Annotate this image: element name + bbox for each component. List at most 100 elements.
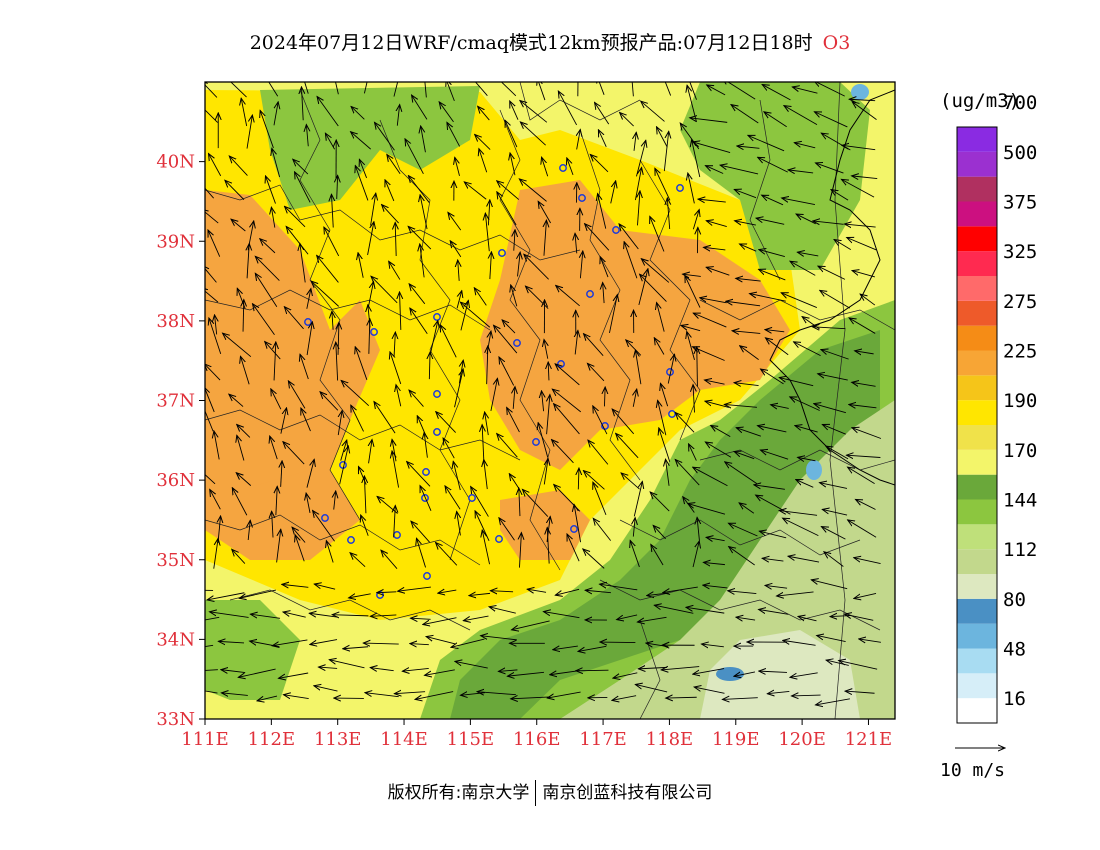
wind-vector <box>617 614 638 620</box>
wind-vector <box>451 638 485 647</box>
wind-vector <box>609 295 617 334</box>
wind-vector <box>395 222 396 257</box>
city-marker <box>347 536 355 544</box>
city-marker <box>586 290 594 298</box>
wind-vector <box>265 176 276 204</box>
wind-vector <box>230 82 247 98</box>
wind-vector <box>597 82 605 95</box>
wind-vector <box>849 405 877 408</box>
wind-vector <box>295 172 311 203</box>
lon-tick-label: 111E <box>181 729 229 750</box>
wind-vector <box>455 661 488 669</box>
lon-tick-label: 117E <box>579 729 627 750</box>
wind-vector <box>762 85 791 101</box>
wind-vector <box>301 87 303 121</box>
footer-separator <box>535 780 537 806</box>
lon-tick-label: 120E <box>778 729 826 750</box>
colorbar-segment <box>957 549 997 574</box>
o3-zone-80 <box>700 630 860 719</box>
wind-vector <box>762 558 784 561</box>
wind-vector <box>633 518 635 537</box>
wind-vector <box>484 460 487 490</box>
wind-vector <box>655 168 671 201</box>
wind-vector <box>841 179 875 198</box>
wind-vector <box>205 669 218 671</box>
wind-vector <box>790 672 818 677</box>
wind-vector <box>456 291 462 309</box>
city-markers <box>304 164 684 599</box>
wind-vector <box>661 667 700 670</box>
wind-vector <box>542 157 549 177</box>
wind-vector <box>600 642 636 643</box>
wind-vector <box>518 252 521 277</box>
wind-vector <box>247 244 249 279</box>
wind-vector <box>788 170 814 173</box>
wind-vector <box>544 340 548 359</box>
wind-vector-field <box>205 82 882 705</box>
wind-vector <box>509 474 520 490</box>
wind-vector <box>706 537 725 540</box>
wind-vector <box>457 511 461 536</box>
wind-vector <box>381 550 398 569</box>
wind-vector <box>310 639 338 645</box>
wind-vector <box>276 486 277 516</box>
wind-vector <box>547 528 549 564</box>
wind-vector <box>759 269 786 281</box>
wind-vector <box>417 538 426 568</box>
wind-vector <box>849 99 876 100</box>
wind-vector <box>693 385 694 413</box>
wind-vector <box>482 530 490 565</box>
wind-vector <box>663 586 698 593</box>
wind-vector <box>816 698 850 705</box>
wind-vector <box>852 382 876 386</box>
wind-vector <box>221 670 246 673</box>
wind-vector <box>350 553 366 568</box>
wind-vector <box>273 102 278 126</box>
colorbar-segment <box>957 673 997 699</box>
wind-vector <box>313 511 335 542</box>
wind-vector <box>260 110 274 149</box>
wind-vector <box>209 154 222 177</box>
wind-vector <box>332 311 333 330</box>
wind-vector <box>283 442 305 465</box>
o3-zone-144-ne <box>680 82 870 270</box>
wind-vector <box>301 408 311 432</box>
wind-vector <box>767 691 790 693</box>
wind-vector <box>637 616 667 622</box>
wind-vector <box>231 219 246 232</box>
wind-vector <box>499 518 515 541</box>
wind-vector <box>317 97 339 127</box>
wind-vector <box>497 181 520 200</box>
wind-vector <box>675 459 700 486</box>
colorbar-label: 170 <box>1003 440 1037 462</box>
wind-vector <box>260 239 276 254</box>
wind-vector <box>585 224 610 251</box>
wind-vector <box>241 98 248 127</box>
o3-zone-144-sw <box>205 600 300 700</box>
wind-vector <box>272 148 281 178</box>
wind-vector <box>320 392 339 411</box>
wind-vector <box>490 378 498 412</box>
wind-vector <box>821 527 846 540</box>
wind-vector <box>667 198 669 230</box>
wind-vector <box>732 331 761 334</box>
wind-vector <box>490 252 492 280</box>
wind-vector <box>268 82 279 97</box>
wind-vector <box>765 330 785 332</box>
wind-vector <box>580 251 582 279</box>
colorbar-label: 500 <box>1003 142 1037 164</box>
wind-vector <box>411 618 431 619</box>
o3-low-patch-3 <box>851 84 869 100</box>
wind-vector <box>326 541 334 563</box>
wind-vector <box>575 233 577 254</box>
wind-vector <box>759 250 785 257</box>
wind-vector <box>555 364 580 386</box>
wind-vector <box>205 474 216 485</box>
wind-vector <box>229 156 248 176</box>
wind-vector <box>734 671 756 676</box>
wind-vector <box>438 590 457 593</box>
colorbar-segment <box>957 201 997 227</box>
city-marker <box>370 328 378 336</box>
wind-vector <box>370 193 376 226</box>
wind-vector <box>854 593 877 598</box>
